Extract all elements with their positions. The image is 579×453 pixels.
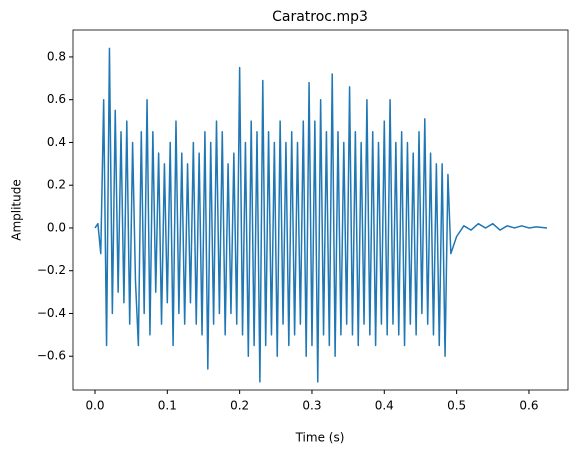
x-tick-label: 0.4 <box>375 399 394 413</box>
x-tick-label: 0.3 <box>302 399 321 413</box>
waveform-line <box>94 47 548 383</box>
y-tick-label: 0.8 <box>47 49 66 63</box>
plot-frame <box>72 29 569 391</box>
y-tick-label: 0.4 <box>47 135 66 149</box>
x-tick-label: 0.6 <box>519 399 538 413</box>
y-tick-label: 0.0 <box>47 220 66 234</box>
chart-title: Caratroc.mp3 <box>272 9 368 25</box>
y-axis-label: Amplitude <box>10 179 24 241</box>
x-axis-label: Time (s) <box>295 431 345 445</box>
x-tick-label: 0.1 <box>158 399 177 413</box>
y-tick-label: 0.6 <box>47 92 66 106</box>
y-tick-label: −0.4 <box>37 306 66 320</box>
x-tick-label: 0.2 <box>230 399 249 413</box>
x-tick-label: 0.5 <box>447 399 466 413</box>
y-tick-label: −0.2 <box>37 263 66 277</box>
y-tick-label: −0.6 <box>37 349 66 363</box>
y-tick-label: 0.2 <box>47 178 66 192</box>
x-tick-label: 0.0 <box>85 399 104 413</box>
